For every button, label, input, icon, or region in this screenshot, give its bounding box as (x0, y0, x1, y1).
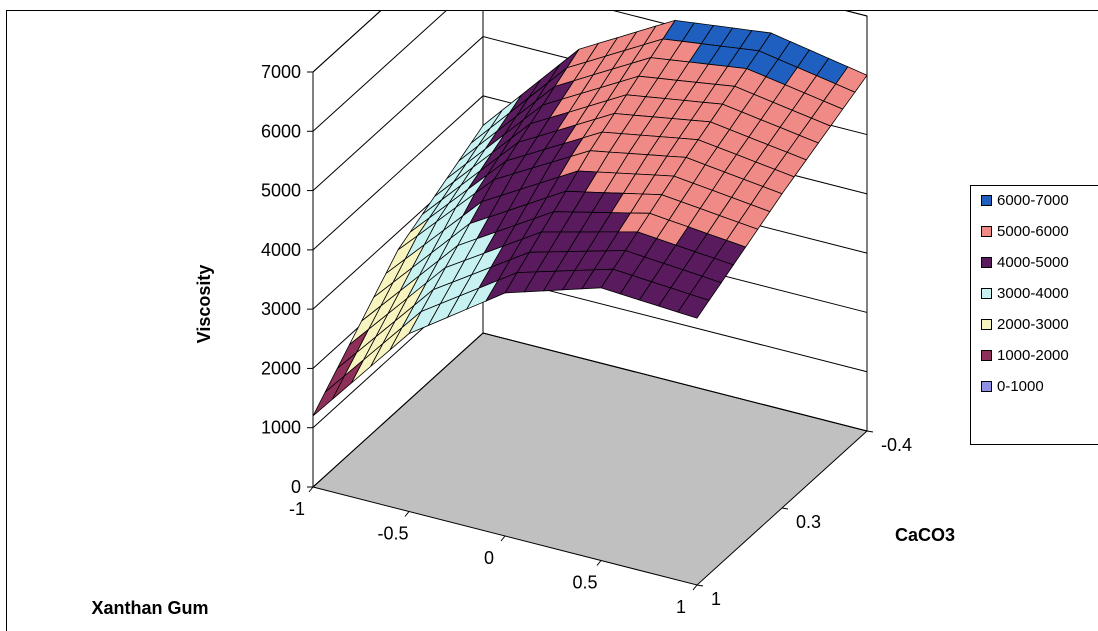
legend-swatch (981, 287, 992, 299)
z-axis-title: Viscosity (194, 265, 214, 344)
legend-label: 1000-2000 (997, 346, 1069, 364)
z-tick-label: 4000 (261, 240, 301, 260)
legend-swatch (981, 225, 992, 237)
x-tick-mark (596, 560, 602, 566)
legend-label: 5000-6000 (997, 222, 1069, 240)
z-gridline (312, 11, 868, 73)
x-tick-label: 1 (676, 597, 686, 617)
legend-swatch (981, 349, 992, 361)
z-tick-label: 2000 (261, 358, 301, 378)
legend-swatch (981, 256, 992, 268)
y-tick-label: 1 (711, 589, 721, 609)
x-tick-mark (500, 535, 506, 542)
surface-cell (312, 375, 345, 417)
x-tick-mark (308, 486, 314, 493)
z-tick-label: 5000 (261, 181, 301, 201)
z-tick-label: 0 (291, 477, 301, 497)
chart-plot: 0 1000 2000 3000 4000 5000 6000 7000 -1 -0.5 0 0.5 1… (91, 11, 955, 618)
z-tick-label: 7000 (261, 62, 301, 82)
legend-label: 4000-5000 (997, 253, 1069, 271)
y-tick-mark (866, 430, 874, 433)
legend-label: 0-1000 (997, 377, 1044, 395)
legend-label: 6000-7000 (997, 191, 1069, 209)
z-tick-label: 6000 (261, 121, 301, 141)
x-tick-label: -1 (289, 499, 305, 519)
legend-item: 2000-3000 (981, 314, 1069, 334)
x-tick-label: 0.5 (572, 573, 597, 593)
legend-item: 6000-7000 (981, 190, 1069, 210)
x-tick-mark (692, 584, 698, 591)
x-tick-label: -0.5 (377, 524, 408, 544)
y-tick-label: 0.3 (796, 512, 821, 532)
legend-label: 3000-4000 (997, 284, 1069, 302)
x-axis-title: Xanthan Gum (91, 598, 208, 618)
y-tick-mark (696, 584, 704, 587)
x-tick-mark (404, 511, 410, 517)
legend-item: 3000-4000 (981, 283, 1069, 303)
legend-item: 4000-5000 (981, 252, 1069, 272)
y-tick-mark (781, 507, 789, 510)
legend-swatch (981, 194, 992, 206)
legend: 6000-7000 5000-6000 4000-5000 3000-4000 2000… (970, 185, 1098, 445)
legend-swatch (981, 318, 992, 330)
legend-swatch (981, 380, 992, 392)
z-tick-label: 1000 (261, 418, 301, 438)
z-gridline (312, 332, 868, 488)
legend-item: 5000-6000 (981, 221, 1069, 241)
legend-item: 1000-2000 (981, 345, 1069, 365)
z-tick-label: 3000 (261, 299, 301, 319)
y-tick-label: -0.4 (881, 435, 912, 455)
legend-item: 0-1000 (981, 376, 1044, 396)
legend-label: 2000-3000 (997, 315, 1069, 333)
chart-frame: 0 1000 2000 3000 4000 5000 6000 7000 -1 -0.5 0 0.5 1… (6, 10, 1098, 631)
x-tick-label: 0 (484, 548, 494, 568)
y-axis-title: CaCO3 (895, 525, 955, 545)
